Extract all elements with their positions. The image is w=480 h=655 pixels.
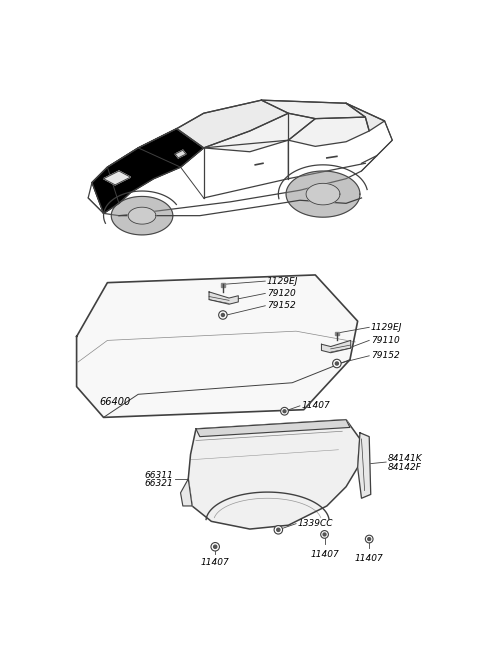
Circle shape	[274, 525, 283, 534]
Text: 11407: 11407	[301, 402, 330, 410]
Polygon shape	[346, 103, 384, 131]
Circle shape	[365, 535, 373, 543]
Polygon shape	[77, 275, 358, 417]
Circle shape	[211, 542, 219, 551]
Polygon shape	[209, 292, 238, 304]
Circle shape	[368, 538, 371, 540]
Text: 79152: 79152	[267, 301, 296, 310]
Polygon shape	[288, 117, 369, 146]
Polygon shape	[358, 433, 371, 498]
Polygon shape	[128, 207, 156, 224]
Text: 84142F: 84142F	[388, 463, 421, 472]
Circle shape	[333, 359, 341, 367]
Text: 66321: 66321	[144, 479, 173, 488]
Text: 1129EJ: 1129EJ	[371, 323, 402, 332]
Circle shape	[277, 528, 280, 531]
Text: 1129EJ: 1129EJ	[267, 276, 298, 286]
Circle shape	[219, 310, 227, 319]
Text: 11407: 11407	[201, 557, 229, 567]
Circle shape	[221, 314, 225, 316]
Polygon shape	[204, 113, 315, 152]
Text: 66400: 66400	[100, 397, 131, 407]
Circle shape	[214, 545, 217, 548]
Text: 79120: 79120	[267, 289, 296, 298]
Polygon shape	[104, 171, 131, 185]
Polygon shape	[177, 100, 288, 148]
Polygon shape	[306, 183, 340, 205]
Polygon shape	[180, 479, 192, 506]
Text: 11407: 11407	[310, 550, 339, 559]
Polygon shape	[286, 171, 360, 217]
Text: 79152: 79152	[371, 351, 399, 360]
Circle shape	[281, 407, 288, 415]
Polygon shape	[92, 128, 204, 214]
Polygon shape	[175, 150, 186, 158]
Text: 84141K: 84141K	[388, 455, 422, 464]
Polygon shape	[196, 420, 350, 437]
Text: 1339CC: 1339CC	[298, 519, 333, 528]
Text: 66311: 66311	[144, 471, 173, 479]
Bar	[335, 332, 339, 335]
Polygon shape	[188, 420, 360, 529]
Circle shape	[283, 410, 286, 413]
Circle shape	[323, 533, 326, 536]
Text: 79110: 79110	[371, 336, 399, 345]
Text: 11407: 11407	[355, 554, 384, 563]
Polygon shape	[322, 341, 351, 353]
Bar	[221, 284, 225, 286]
Polygon shape	[111, 196, 173, 235]
Polygon shape	[262, 100, 365, 119]
Circle shape	[321, 531, 328, 538]
Polygon shape	[88, 100, 392, 215]
Circle shape	[336, 362, 338, 365]
